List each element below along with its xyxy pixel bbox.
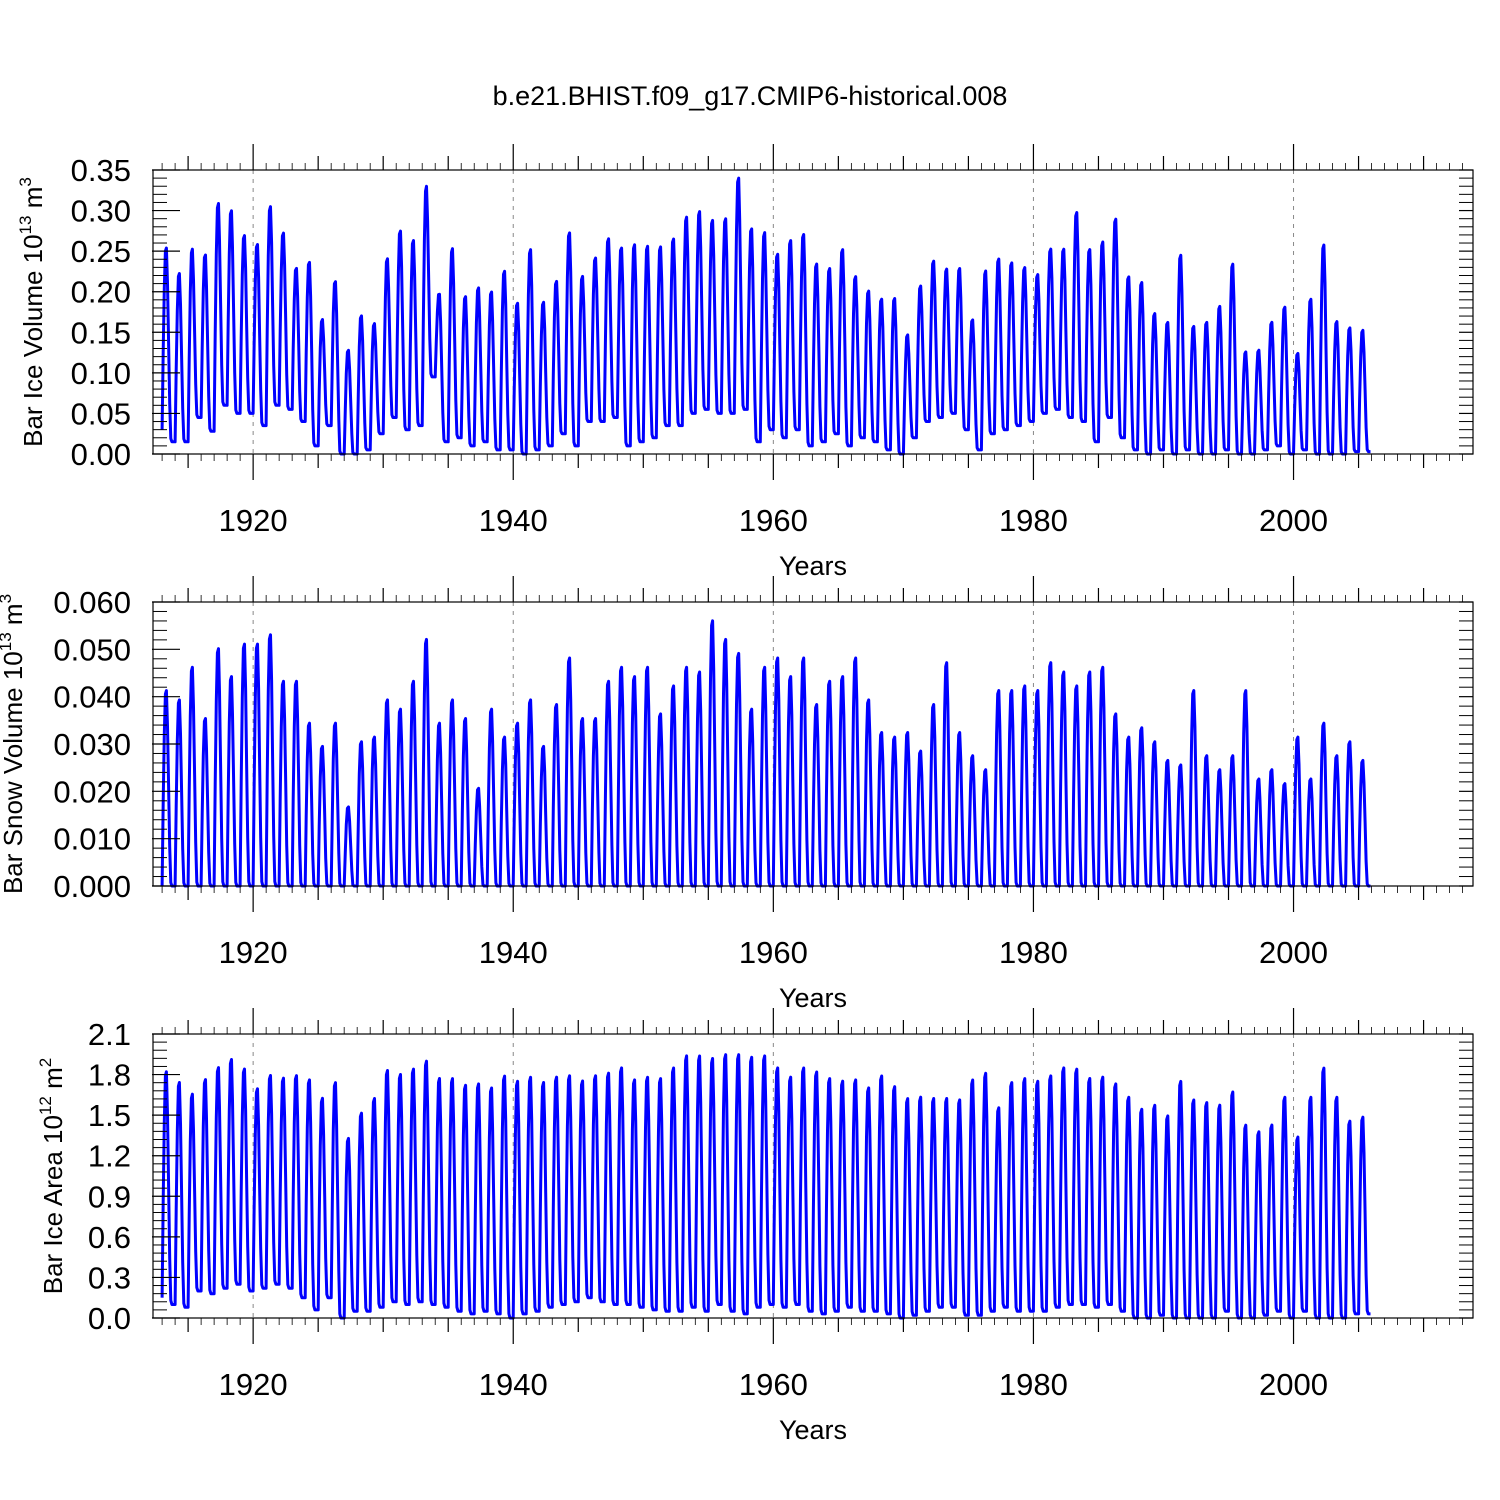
- y-axis-label-text: m: [0, 603, 28, 632]
- y-tick-label: 0.10: [71, 356, 131, 391]
- y-axis-label: Bar Ice Volume 1013 m3: [16, 177, 48, 447]
- y-tick-label: 0.20: [71, 275, 131, 310]
- x-tick-label: 1940: [479, 503, 548, 538]
- y-axis-label: Bar Snow Volume 1013 m3: [0, 594, 28, 894]
- y-tick-label: 1.8: [88, 1058, 131, 1093]
- y-axis-label-superscript: 2: [36, 1058, 55, 1067]
- x-tick-label: 2000: [1259, 935, 1328, 970]
- panels: 0.00 0.05 0.10 0.15 0.20 0.25 0.30 0.35 1920 1940…: [0, 144, 1474, 1445]
- y-tick-label: 0.9: [88, 1179, 131, 1214]
- x-axis-label: Years: [779, 551, 847, 581]
- y-axis-label-superscript: 12: [36, 1096, 55, 1115]
- y-axis-label-superscript: 3: [16, 177, 35, 186]
- y-tick-label: 0.15: [71, 315, 131, 350]
- bar-snow-volume-panel: 0.000 0.010 0.020 0.030 0.040 0.050 0.060 1920 1…: [0, 576, 1474, 1013]
- x-tick-label: 1940: [479, 935, 548, 970]
- x-tick-label: 1960: [739, 935, 808, 970]
- plot-frame: [152, 169, 1474, 455]
- y-tick-label: 1.2: [88, 1139, 131, 1174]
- y-axis-label-superscript: 13: [16, 215, 35, 234]
- y-tick-label: 0.040: [53, 680, 131, 715]
- y-tick-label: 0.3: [88, 1260, 131, 1295]
- y-axis-label-superscript: 3: [0, 594, 15, 603]
- x-tick-label: 1920: [219, 503, 288, 538]
- figure-title: b.e21.BHIST.f09_g17.CMIP6-historical.008: [493, 81, 1008, 111]
- x-tick-label: 1980: [999, 935, 1068, 970]
- y-tick-label: 0.030: [53, 727, 131, 762]
- y-tick-label: 0.050: [53, 632, 131, 667]
- x-tick-label: 2000: [1259, 1367, 1328, 1402]
- y-axis-label-text: Bar Snow Volume 10: [0, 651, 28, 894]
- plot-frame: [152, 1033, 1474, 1319]
- y-tick-label: 0.25: [71, 234, 131, 269]
- x-axis-label: Years: [779, 983, 847, 1013]
- y-axis-label-text: Bar Ice Volume 10: [18, 234, 48, 446]
- y-tick-label: 0.060: [53, 585, 131, 620]
- x-tick-label: 1980: [999, 1367, 1068, 1402]
- y-tick-label: 1.5: [88, 1098, 131, 1133]
- y-tick-label: 0.020: [53, 774, 131, 809]
- y-axis-label: Bar Ice Area 1012 m2: [36, 1058, 68, 1295]
- y-tick-label: 0.30: [71, 194, 131, 229]
- bar-snow-volume-series-line: [160, 619, 1371, 888]
- y-axis-label-text: m: [18, 187, 48, 216]
- x-tick-label: 2000: [1259, 503, 1328, 538]
- x-tick-label: 1960: [739, 1367, 808, 1402]
- y-tick-label: 0.6: [88, 1220, 131, 1255]
- y-tick-label: 0.00: [71, 437, 131, 472]
- y-tick-label: 0.35: [71, 153, 131, 188]
- y-axis-label-text: Bar Ice Area 10: [38, 1115, 68, 1294]
- y-tick-label: 2.1: [88, 1017, 131, 1052]
- bar-ice-volume-panel: 0.00 0.05 0.10 0.15 0.20 0.25 0.30 0.35 1920 1940…: [16, 144, 1474, 581]
- x-tick-label: 1920: [219, 1367, 288, 1402]
- x-axis-label: Years: [779, 1415, 847, 1445]
- bar-ice-volume-series-line: [160, 176, 1371, 456]
- y-tick-label: 0.010: [53, 822, 131, 857]
- y-tick-label: 0.05: [71, 396, 131, 431]
- y-tick-label: 0.000: [53, 869, 131, 904]
- y-axis-label-text: m: [38, 1067, 68, 1096]
- bar-ice-area-series-line: [160, 1053, 1371, 1320]
- x-tick-label: 1980: [999, 503, 1068, 538]
- x-tick-label: 1960: [739, 503, 808, 538]
- y-axis-label-superscript: 13: [0, 632, 15, 651]
- x-tick-label: 1940: [479, 1367, 548, 1402]
- bar-ice-area-panel: 0.0 0.3 0.6 0.9 1.2 1.5 1.8 2.1 1920 1940 1960 1980…: [36, 1008, 1474, 1445]
- y-tick-label: 0.0: [88, 1301, 131, 1336]
- x-tick-label: 1920: [219, 935, 288, 970]
